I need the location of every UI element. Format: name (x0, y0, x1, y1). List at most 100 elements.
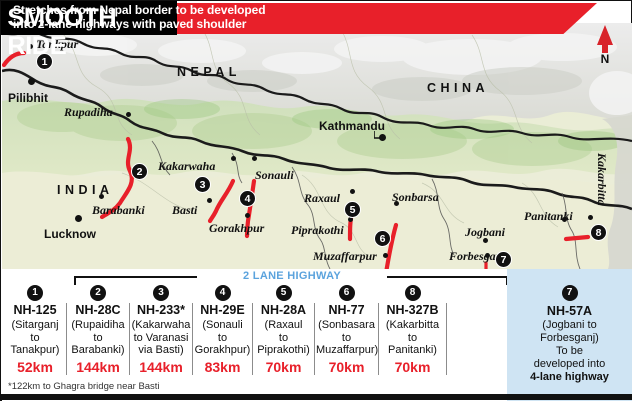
legend-distance: 144km (139, 358, 183, 375)
legend-segment-line: Barabanki) (71, 344, 125, 356)
city-label-kakarwaha: Kakarwaha (158, 159, 216, 173)
subtitle-line-2: into 2-lane highways with paved shoulder (13, 16, 247, 31)
city-dot-barabanki (99, 194, 104, 199)
map-marker-5[interactable]: 5 (344, 201, 361, 218)
legend-panel-inner: 7 NH-57A (Jogbani to Forbesganj) To be d… (507, 283, 632, 384)
city-dot-forbesganj (485, 253, 490, 258)
map-marker-4[interactable]: 4 (239, 190, 256, 207)
legend-column-nh-28a[interactable]: 5 NH-28A (Raxaul to Piprakothi) 70km (254, 283, 313, 387)
lane-type-label: 2 LANE HIGHWAY (197, 270, 387, 282)
city-dot-rupadiha (126, 112, 131, 117)
legend-segment-line: (Sonbasara (318, 319, 375, 331)
city-label-muzaffarpur: Muzaffarpur (313, 249, 377, 263)
map-marker-6[interactable]: 6 (374, 230, 391, 247)
city-label-rupadiha: Rupadiha (64, 105, 113, 119)
legend-column-nh-125[interactable]: 1 NH-125 (Sitarganj to Tanakpur) 52km (4, 283, 66, 387)
legend-table: 2 LANE HIGHWAY 1 NH-125 (Sitarganj to Ta… (2, 269, 632, 401)
map-marker-7[interactable]: 7 (495, 251, 512, 268)
column-divider (252, 303, 253, 375)
city-dot-kathmandu (379, 134, 386, 141)
legend-column-nh-233[interactable]: 3 NH-233* (Kakarwaha to Varanasi via Bas… (131, 283, 191, 387)
map-marker-8[interactable]: 8 (590, 224, 607, 241)
legend-distance: 144km (76, 358, 120, 375)
header-bar: SMOOTH RIDE Stretches from Nepal border … (1, 1, 632, 60)
legend-segment-line: (Sitarganj (11, 319, 59, 331)
subtitle-text: Stretches from Nepal border to be develo… (13, 3, 373, 31)
column-divider (66, 303, 67, 375)
country-label-india: INDIA (57, 183, 114, 197)
legend-marker-8: 8 (404, 285, 421, 301)
legend-segment-line: Panitanki) (388, 344, 437, 356)
compass-label: N (600, 52, 610, 66)
city-dot-gorakhpur (245, 213, 250, 218)
legend-footnote: *122km to Ghagra bridge near Basti (8, 381, 160, 392)
city-dot-kakarbitta (588, 215, 593, 220)
city-dot-raxaul (350, 189, 355, 194)
kathmandu-leader-line (374, 131, 381, 139)
lane-bracket-row: 2 LANE HIGHWAY (2, 269, 632, 285)
city-label-kakarbitta: Kakarbitta (595, 153, 609, 206)
city-dot-basti (207, 198, 212, 203)
legend-segment-line: Piprakothi) (257, 344, 310, 356)
legend-column-nh-327b[interactable]: 8 NH-327B (Kakarbitta to Panitanki) 70km (380, 283, 445, 387)
city-label-pilibhit: Pilibhit (8, 91, 48, 105)
city-dot-sonauli (252, 156, 257, 161)
north-arrow-icon (597, 25, 613, 45)
legend-marker-4: 4 (214, 285, 231, 301)
city-label-basti: Basti (172, 203, 198, 217)
city-label-raxaul: Raxaul (304, 191, 341, 205)
city-dot-pilibhit (28, 78, 35, 85)
city-dot-jogbani (483, 238, 488, 243)
map-marker-1[interactable]: 1 (36, 53, 53, 70)
title-block: SMOOTH RIDE (1, 1, 177, 60)
country-label-china: CHINA (427, 81, 490, 95)
legend-segment-line: to (217, 331, 228, 344)
map-panel: N INDIA NEPAL CHINA Tankpur Pilibhit Rup… (2, 23, 632, 269)
legend-nh-number: NH-327B (386, 303, 439, 317)
legend-marker-2: 2 (90, 285, 106, 301)
legend-segment-line: to Varanasi (133, 331, 189, 344)
legend-segment-line: via Basti) (138, 344, 184, 356)
legend-nh-number: NH-57A (546, 304, 593, 318)
legend-segment-line: Gorakhpur) (194, 344, 251, 356)
page-title: SMOOTH RIDE (7, 4, 117, 60)
legend-distance: 70km (328, 358, 365, 375)
legend-distance: 52km (17, 358, 53, 375)
legend-marker-1: 1 (27, 285, 43, 301)
legend-marker-7: 7 (561, 285, 578, 301)
legend-segment-line: to (93, 331, 103, 344)
city-label-tankpur: Tankpur (36, 37, 79, 51)
city-label-forbesganj: Forbesganj (449, 249, 506, 263)
legend-column-nh-29e[interactable]: 4 NH-29E (Sonauli to Gorakhpur) 83km (194, 283, 251, 387)
legend-segment-line: (Kakarbitta (385, 319, 440, 331)
city-label-barabanki: Barabanki (92, 203, 145, 217)
city-dot-piprakothi (348, 217, 353, 222)
legend-panel-nh-57a[interactable]: 7 NH-57A (Jogbani to Forbesganj) To be d… (507, 269, 632, 401)
legend-nh-number: NH-29E (200, 303, 245, 317)
map-marker-3[interactable]: 3 (194, 176, 211, 193)
legend-marker-5: 5 (275, 285, 292, 301)
map-marker-2[interactable]: 2 (131, 163, 148, 180)
city-dot-panitanki (562, 217, 567, 222)
legend-segment-line: (Kakarwaha (131, 319, 191, 331)
subtitle-banner (177, 3, 597, 34)
legend-column-nh-28c[interactable]: 2 NH-28C (Rupaidiha to Barabanki) 144km (68, 283, 128, 387)
legend-segment-line: Tanakpur) (10, 344, 60, 356)
city-label-lucknow: Lucknow (44, 227, 97, 241)
legend-nh-number: NH-28C (75, 303, 121, 317)
map-terrain (2, 23, 632, 269)
city-label-panitanki: Panitanki (524, 209, 573, 223)
column-divider (378, 303, 379, 375)
legend-distance: 70km (265, 358, 302, 375)
legend-nh-number: NH-125 (13, 303, 57, 317)
country-label-nepal: NEPAL (177, 65, 241, 79)
legend-column-nh-77[interactable]: 6 NH-77 (Sonbasara to Muzaffarpur) 70km (316, 283, 379, 387)
legend-segment-line: to (341, 331, 352, 344)
legend-segment-line: (Raxaul (264, 319, 303, 331)
legend-segment-line: (Jogbani to (542, 319, 597, 331)
city-label-gorakhpur: Gorakhpur (209, 221, 265, 235)
legend-segment-line: Muzaffarpur) (316, 344, 379, 356)
legend-segment-line: Forbesganj) (540, 332, 599, 344)
legend-distance: 83km (204, 358, 241, 375)
column-divider (129, 303, 130, 375)
